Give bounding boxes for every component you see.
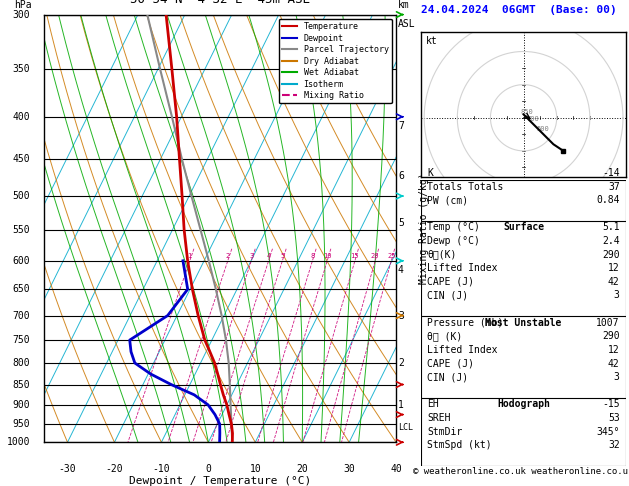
Text: 400: 400 [13, 112, 30, 122]
Text: kt: kt [425, 36, 437, 46]
Text: 450: 450 [13, 154, 30, 164]
Text: 500: 500 [13, 191, 30, 201]
Text: -20: -20 [106, 464, 123, 474]
Text: 6: 6 [398, 171, 404, 181]
Text: 32: 32 [608, 440, 620, 450]
Text: θᴀ(K): θᴀ(K) [428, 250, 457, 260]
Text: 30: 30 [343, 464, 355, 474]
Text: 900: 900 [13, 400, 30, 410]
Text: 40: 40 [390, 464, 402, 474]
Text: 10: 10 [323, 253, 331, 259]
Text: 53: 53 [608, 413, 620, 423]
Text: 950: 950 [13, 419, 30, 429]
Text: 4: 4 [398, 265, 404, 275]
Text: 3: 3 [249, 253, 253, 259]
Text: 345°: 345° [596, 427, 620, 436]
Text: 42: 42 [608, 359, 620, 368]
Text: 25: 25 [387, 253, 396, 259]
Text: K: K [428, 168, 433, 178]
Text: Dewpoint / Temperature (°C): Dewpoint / Temperature (°C) [129, 476, 311, 486]
Text: 15: 15 [350, 253, 359, 259]
Text: 300: 300 [13, 10, 30, 19]
Text: 42: 42 [608, 277, 620, 287]
Text: 0: 0 [206, 464, 211, 474]
Text: 5.1: 5.1 [602, 223, 620, 232]
Text: 550: 550 [13, 225, 30, 235]
Text: 7: 7 [398, 122, 404, 131]
Text: Surface: Surface [503, 223, 544, 232]
Text: 0.84: 0.84 [596, 195, 620, 205]
Text: StmDir: StmDir [428, 427, 463, 436]
Text: Dewp (°C): Dewp (°C) [428, 236, 481, 246]
Text: 850: 850 [13, 380, 30, 390]
Text: km: km [398, 0, 409, 10]
Text: -30: -30 [58, 464, 76, 474]
Text: CIN (J): CIN (J) [428, 291, 469, 300]
Text: 3: 3 [614, 291, 620, 300]
Text: -14: -14 [602, 168, 620, 178]
Text: -15: -15 [602, 399, 620, 409]
Text: CAPE (J): CAPE (J) [428, 277, 474, 287]
Text: 650: 650 [13, 284, 30, 294]
Text: 5: 5 [398, 218, 404, 228]
Text: 290: 290 [602, 250, 620, 260]
Text: 5: 5 [281, 253, 284, 259]
Text: 24.04.2024  06GMT  (Base: 00): 24.04.2024 06GMT (Base: 00) [421, 5, 617, 15]
Text: SREH: SREH [428, 413, 451, 423]
Text: PW (cm): PW (cm) [428, 195, 469, 205]
Text: Lifted Index: Lifted Index [428, 263, 498, 273]
Text: 850: 850 [520, 109, 533, 116]
Text: 37: 37 [608, 182, 620, 191]
Text: 10: 10 [250, 464, 261, 474]
Text: 20: 20 [296, 464, 308, 474]
Text: 700: 700 [13, 311, 30, 321]
Text: Mixing Ratio (g/kg): Mixing Ratio (g/kg) [420, 173, 430, 284]
Text: 1: 1 [398, 400, 404, 410]
Text: 290: 290 [602, 331, 620, 341]
Text: 600: 600 [13, 256, 30, 266]
Text: 2: 2 [398, 358, 404, 368]
Text: Lifted Index: Lifted Index [428, 345, 498, 355]
Text: Temp (°C): Temp (°C) [428, 223, 481, 232]
Text: 2.4: 2.4 [602, 236, 620, 246]
Text: 2: 2 [226, 253, 230, 259]
Legend: Temperature, Dewpoint, Parcel Trajectory, Dry Adiabat, Wet Adiabat, Isotherm, Mi: Temperature, Dewpoint, Parcel Trajectory… [279, 19, 392, 104]
Text: 3: 3 [398, 311, 404, 321]
Text: 700: 700 [527, 116, 540, 122]
Text: Most Unstable: Most Unstable [486, 318, 562, 328]
Text: © weatheronline.co.uk weatheronline.co.uk: © weatheronline.co.uk weatheronline.co.u… [413, 467, 629, 476]
Text: ASL: ASL [398, 19, 416, 29]
Text: 1: 1 [187, 253, 192, 259]
Text: 1000: 1000 [6, 437, 30, 447]
Text: Pressure (mb): Pressure (mb) [428, 318, 504, 328]
Text: EH: EH [428, 399, 439, 409]
Text: CAPE (J): CAPE (J) [428, 359, 474, 368]
Text: LCL: LCL [398, 423, 413, 432]
Text: 12: 12 [608, 345, 620, 355]
Text: -10: -10 [153, 464, 170, 474]
Text: 3: 3 [614, 372, 620, 382]
Text: 12: 12 [608, 263, 620, 273]
Text: 20: 20 [371, 253, 379, 259]
Text: 50°54'N  4°32'E  45m ASL: 50°54'N 4°32'E 45m ASL [130, 0, 310, 6]
Text: θᴀ (K): θᴀ (K) [428, 331, 463, 341]
Text: 4: 4 [267, 253, 270, 259]
Text: 500: 500 [537, 126, 550, 132]
Text: 350: 350 [13, 64, 30, 74]
Text: Hodograph: Hodograph [497, 399, 550, 409]
Text: 1007: 1007 [596, 318, 620, 328]
Text: Totals Totals: Totals Totals [428, 182, 504, 191]
Text: 8: 8 [310, 253, 314, 259]
Text: hPa: hPa [14, 0, 31, 10]
Text: StmSpd (kt): StmSpd (kt) [428, 440, 492, 450]
Text: CIN (J): CIN (J) [428, 372, 469, 382]
Text: 750: 750 [13, 335, 30, 345]
Text: 800: 800 [13, 358, 30, 368]
